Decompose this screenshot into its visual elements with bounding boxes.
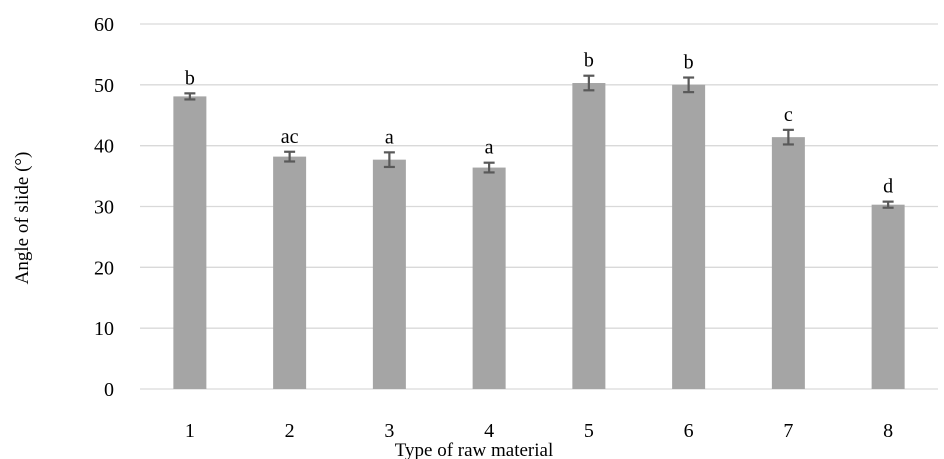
error-bar: [882, 200, 894, 209]
y-tick-label: 20: [94, 257, 114, 279]
significance-label: b: [185, 67, 195, 89]
bar: [672, 84, 706, 389]
x-tick-label: 6: [684, 420, 694, 442]
x-tick-label: 8: [883, 420, 893, 442]
bar: [871, 204, 905, 389]
error-bar: [483, 161, 495, 174]
y-axis-label: Angle of slide (°): [12, 152, 33, 285]
significance-label: a: [485, 137, 494, 159]
error-bar: [583, 74, 595, 92]
x-axis-label: Type of raw material: [395, 440, 554, 459]
significance-label: c: [784, 104, 793, 126]
bar: [771, 137, 805, 389]
bar: [273, 156, 307, 389]
y-tick-label: 30: [94, 197, 114, 219]
error-bar: [782, 128, 794, 146]
error-bar: [683, 76, 695, 94]
x-tick-label: 1: [185, 420, 195, 442]
significance-label: b: [684, 52, 694, 74]
x-tick-label: 3: [384, 420, 394, 442]
bar: [372, 159, 406, 389]
y-axis-ticks: 0 10 20 30 40 50 60: [94, 14, 114, 401]
gridlines: [140, 23, 938, 390]
x-tick-label: 7: [783, 420, 793, 442]
y-tick-label: 60: [94, 14, 114, 36]
y-tick-label: 10: [94, 318, 114, 340]
significance-label: d: [883, 176, 893, 198]
error-bars: [184, 74, 894, 209]
error-bar: [184, 92, 196, 101]
bars: [173, 83, 905, 390]
significance-label: b: [584, 50, 594, 72]
x-tick-label: 2: [285, 420, 295, 442]
significance-label: a: [385, 126, 394, 148]
bar: [572, 83, 606, 389]
y-tick-label: 50: [94, 75, 114, 97]
significance-labels: b ac a a b b c d: [185, 50, 893, 198]
x-tick-label: 5: [584, 420, 594, 442]
error-bar: [284, 150, 296, 163]
bar: [472, 167, 506, 389]
bar: [173, 96, 207, 390]
error-bar: [383, 151, 395, 169]
y-tick-label: 0: [104, 379, 114, 401]
x-tick-label: 4: [484, 420, 494, 442]
significance-label: ac: [281, 126, 299, 148]
y-tick-label: 40: [94, 136, 114, 158]
x-axis-ticks: 1 2 3 4 5 6 7 8: [185, 420, 893, 442]
